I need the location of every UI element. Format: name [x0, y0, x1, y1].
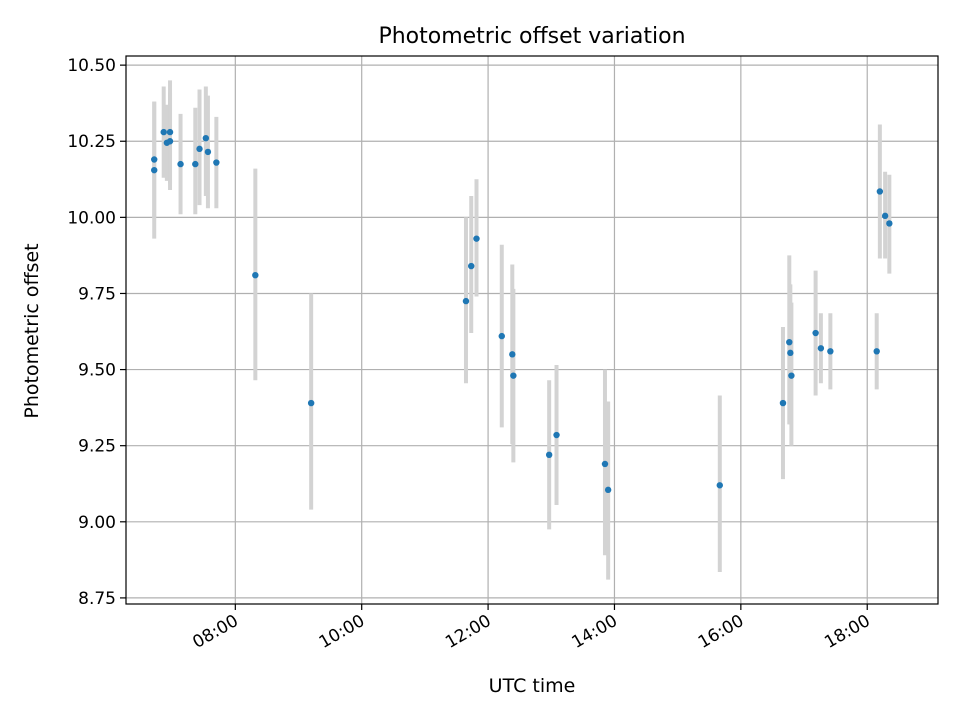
data-point: [545, 451, 553, 459]
data-point: [786, 338, 793, 346]
x-axis-label: UTC time: [489, 675, 576, 697]
data-point: [881, 212, 889, 220]
data-point: [812, 329, 819, 337]
data-point: [468, 262, 475, 270]
data-point: [604, 486, 612, 494]
y-axis-label: Photometric offset: [21, 243, 43, 418]
y-tick-label: 9.75: [78, 284, 116, 304]
data-point: [817, 345, 825, 352]
data-point: [509, 351, 516, 358]
plot-frame: [125, 55, 939, 605]
data-point: [462, 297, 470, 305]
y-tick-label: 9.25: [78, 437, 116, 457]
data-point: [160, 128, 167, 136]
grid: [126, 56, 938, 604]
data-point: [876, 188, 884, 195]
y-tick-label: 10.25: [67, 132, 116, 152]
data-point: [716, 482, 723, 489]
data-point: [166, 128, 174, 136]
data-point: [196, 145, 203, 153]
data-point: [601, 460, 609, 468]
data-points: [151, 128, 893, 494]
data-point: [787, 349, 794, 357]
data-point: [151, 156, 158, 163]
data-point: [252, 272, 259, 279]
data-point: [498, 332, 505, 340]
data-point: [873, 348, 880, 355]
data-point: [779, 399, 787, 407]
data-point: [510, 372, 517, 379]
data-point: [553, 431, 560, 439]
data-point: [886, 220, 893, 227]
y-tick-label: 9.50: [78, 361, 116, 381]
y-axis: 8.75 9.00 9.25 9.50 9.75 10.00 10.25 10.50: [67, 56, 126, 609]
data-point: [473, 235, 480, 242]
chart-title: Photometric offset variation: [378, 24, 685, 49]
data-point: [788, 372, 795, 379]
data-point: [192, 160, 199, 168]
data-point: [827, 348, 834, 355]
data-point: [202, 135, 210, 142]
y-tick-label: 10.00: [67, 208, 116, 228]
data-point: [307, 399, 315, 407]
y-tick-label: 8.75: [78, 589, 116, 609]
y-tick-label: 9.00: [78, 513, 116, 533]
data-point: [177, 160, 184, 168]
y-tick-label: 10.50: [67, 56, 116, 76]
data-point: [151, 166, 158, 174]
data-point: [213, 159, 220, 166]
data-point: [204, 148, 212, 156]
data-point: [166, 138, 174, 145]
